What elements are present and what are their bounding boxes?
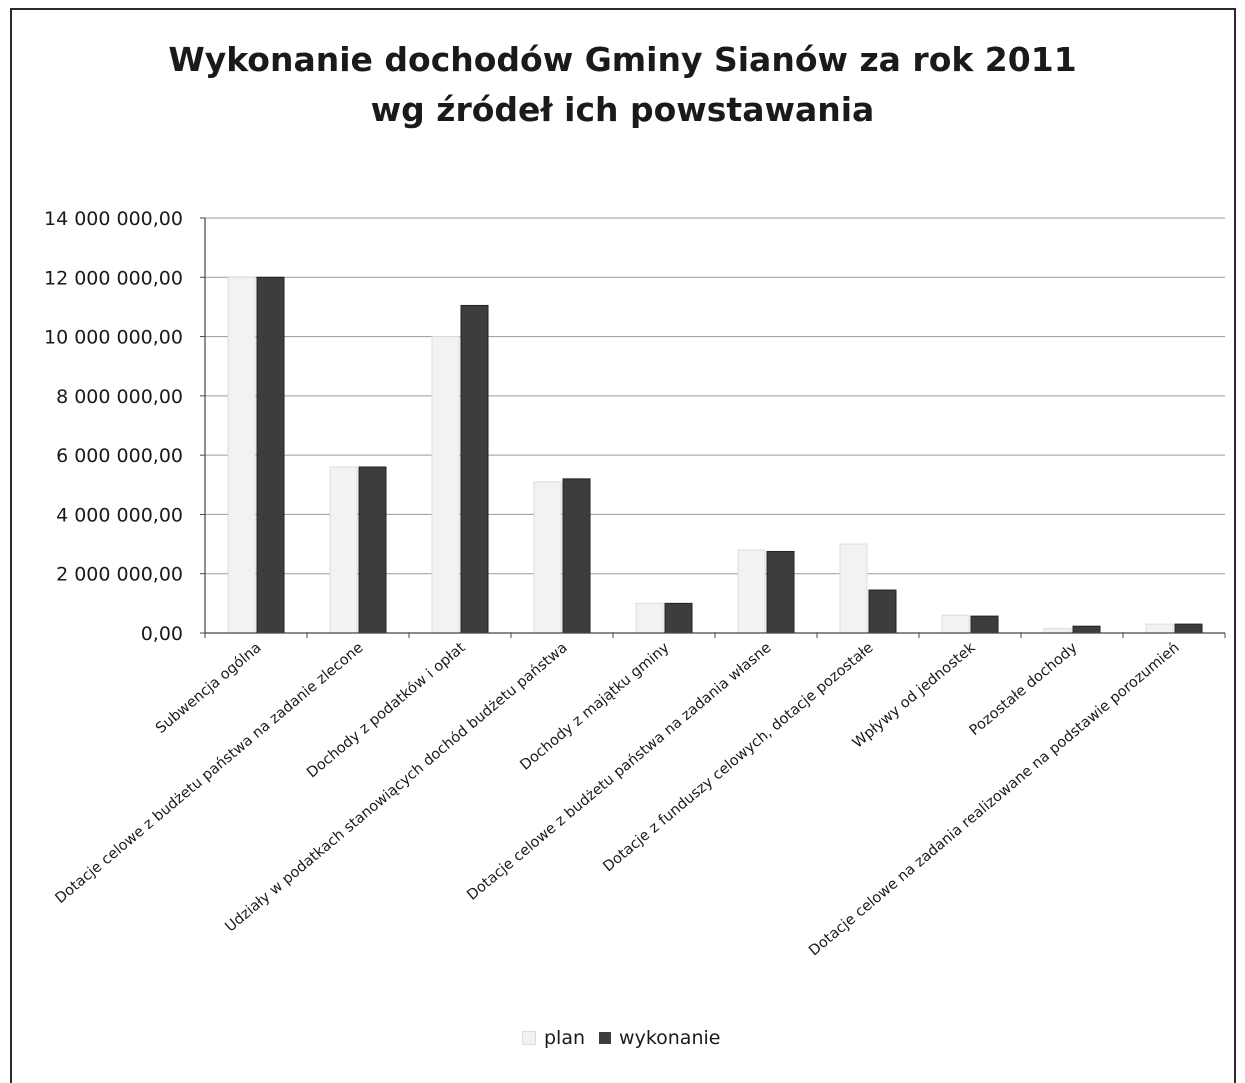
y-tick-label: 10 000 000,00 [44, 327, 183, 349]
bar-wykonanie [868, 589, 897, 634]
x-tick-label: Pozostałe dochody [967, 640, 1081, 739]
y-tick-label: 0,00 [141, 623, 183, 645]
y-tick-label: 12 000 000,00 [44, 267, 183, 289]
bar-plan [635, 602, 664, 634]
x-tick-label: Dochody z podatków i opłat [304, 640, 469, 782]
x-tick-label: Udziały w podatkach stanowiących dochód … [223, 640, 571, 936]
bar-wykonanie [256, 276, 285, 634]
bar-plan [839, 543, 868, 634]
bar-plan [737, 549, 766, 634]
axes [200, 217, 1226, 638]
bar-plan [227, 276, 256, 634]
bar-wykonanie [358, 466, 387, 634]
bar-plan [533, 481, 562, 634]
bar-wykonanie [460, 304, 489, 634]
bar-wykonanie [562, 478, 591, 634]
bar-plan [329, 466, 358, 634]
legend: plan wykonanie [522, 1027, 734, 1049]
x-tick-label: Dotacje celowe na zadania realizowane na… [806, 640, 1182, 959]
legend-label-plan: plan [544, 1027, 586, 1049]
legend-item-plan: plan [522, 1027, 585, 1049]
bar-plan [1145, 623, 1174, 634]
bars [227, 276, 1203, 634]
bar-plan [431, 336, 460, 634]
bar-wykonanie [766, 550, 795, 634]
y-tick-label: 14 000 000,00 [44, 208, 183, 230]
bar-wykonanie [970, 615, 999, 634]
legend-swatch-plan [522, 1031, 536, 1045]
bar-wykonanie [1072, 625, 1101, 634]
bar-plan [941, 614, 970, 634]
legend-item-wykonanie: wykonanie [599, 1027, 720, 1049]
legend-label-wykonanie: wykonanie [619, 1027, 721, 1049]
y-tick-label: 6 000 000,00 [56, 445, 183, 467]
y-tick-label: 4 000 000,00 [56, 504, 183, 526]
y-tick-label: 2 000 000,00 [56, 564, 183, 586]
y-tick-labels: 0,00 2 000 000,00 4 000 000,00 6 000 000,00… [44, 208, 183, 645]
x-tick-label: Subwencja ogólna [153, 640, 264, 737]
bar-plan [1043, 628, 1072, 634]
chart-title-line2: wg źródeł ich powstawania [370, 90, 875, 129]
bar-wykonanie [664, 602, 693, 634]
grid-lines [205, 217, 1225, 575]
legend-swatch-wykonanie [599, 1032, 612, 1044]
y-tick-label: 8 000 000,00 [56, 386, 183, 408]
chart-title-line1: Wykonanie dochodów Gminy Sianów za rok 2… [168, 40, 1077, 79]
chart-frame [10, 8, 1236, 1083]
bar-wykonanie [1174, 623, 1203, 634]
